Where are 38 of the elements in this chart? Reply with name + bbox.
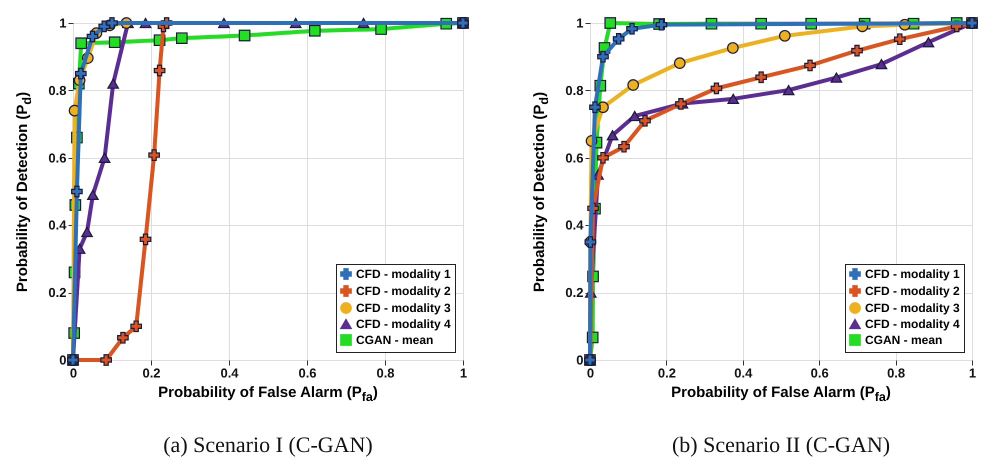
x-tick-label: 0.2 <box>658 366 676 380</box>
x-tick-label: 0.8 <box>887 366 906 380</box>
legend-label: CGAN - mean <box>356 333 434 347</box>
x-tick-label: 0.4 <box>220 366 240 380</box>
x-tick-label: 0 <box>586 366 594 380</box>
legend-label: CFD - modality 2 <box>356 284 451 298</box>
x-tick-label: 0.8 <box>376 366 395 380</box>
y-tick-label: 0.2 <box>48 285 66 300</box>
legend-label: CFD - modality 4 <box>356 317 451 331</box>
y-tick-label: 1 <box>59 16 66 30</box>
x-tick-label: 1 <box>968 366 976 380</box>
legend-label: CGAN - mean <box>865 333 942 347</box>
y-tick-label: 0.4 <box>48 218 68 233</box>
x-tick-label: 1 <box>460 366 468 380</box>
y-tick-label: 0.6 <box>48 150 66 166</box>
y-tick-label: 0.8 <box>565 82 584 98</box>
x-tick-label: 0 <box>70 366 78 380</box>
y-tick-label: 0.4 <box>565 218 584 233</box>
y-tick-label: 1 <box>576 16 584 30</box>
x-axis-title: Probability of False Alarm (P$_{fa}$) <box>158 384 378 404</box>
legend-label: CFD - modality 1 <box>356 267 451 281</box>
y-tick-label: 0.8 <box>48 82 66 98</box>
legend-label: CFD - modality 2 <box>865 284 960 298</box>
text: (a) Scenario I (C-GAN) <box>163 432 373 457</box>
legend-label: CFD - modality 3 <box>356 301 451 315</box>
y-tick-label: 0.2 <box>565 285 584 300</box>
legend-label: CFD - modality 1 <box>865 267 960 281</box>
legend-label: CFD - modality 3 <box>865 301 960 315</box>
y-tick-label: 0 <box>576 352 584 368</box>
x-axis-title: Probability of False Alarm (P$_{fa}$) <box>671 384 891 404</box>
x-tick-label: 0.2 <box>142 366 161 380</box>
y-tick-label: 0.6 <box>565 150 584 166</box>
text: (b) Scenario II (C-GAN) <box>672 432 890 457</box>
x-tick-label: 0.4 <box>734 366 754 380</box>
legend-label: CFD - modality 4 <box>865 317 960 331</box>
x-tick-label: 0.6 <box>810 366 829 380</box>
y-tick-label: 0 <box>59 352 66 368</box>
x-tick-label: 0.6 <box>298 366 317 380</box>
